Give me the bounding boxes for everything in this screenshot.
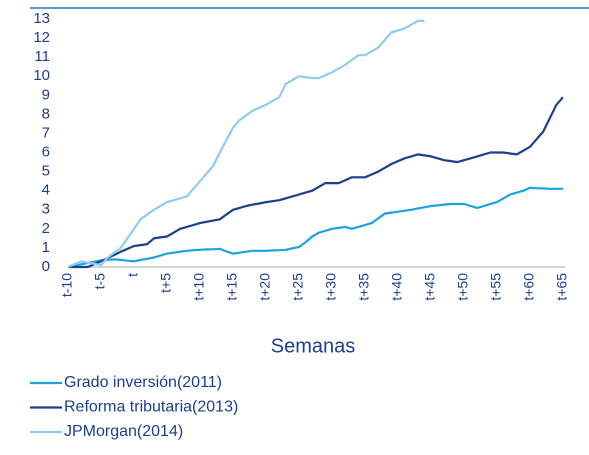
y-tick-label: 6 [42, 144, 50, 161]
y-tick-label: 0 [42, 258, 50, 275]
y-tick-label: 4 [42, 182, 50, 199]
x-tick-label: t+20 [257, 273, 273, 301]
y-tick-label: 1 [42, 239, 50, 256]
y-tick-label: 3 [42, 201, 50, 218]
y-tick-label: 5 [42, 163, 50, 180]
x-tick-label: t-10 [59, 273, 75, 297]
y-tick-label: 7 [42, 124, 50, 141]
x-tick-label: t+40 [389, 273, 405, 301]
x-tick-label: t+55 [488, 273, 504, 301]
legend-label: Grado inversión(2011) [64, 374, 222, 391]
x-axis-label: Semanas [271, 335, 356, 357]
y-tick-label: 9 [42, 86, 50, 103]
y-tick-label: 12 [33, 29, 50, 46]
y-tick-label: 10 [33, 67, 50, 84]
x-tick-label: t+30 [323, 273, 339, 301]
series-line [67, 186, 563, 269]
x-tick-label: t+65 [554, 273, 570, 301]
x-tick-label: t [125, 273, 141, 277]
x-tick-label: t+5 [158, 273, 174, 293]
x-tick-label: t+15 [224, 273, 240, 301]
x-tick-label: t-5 [92, 273, 108, 290]
legend-label: Reforma tributaria(2013) [64, 399, 238, 416]
series-line [67, 19, 425, 269]
x-tick-label: t+50 [455, 273, 471, 301]
y-tick-label: 2 [42, 220, 50, 237]
x-tick-label: t+45 [422, 273, 438, 301]
x-tick-label: t+10 [191, 273, 207, 301]
x-tick-label: t+35 [356, 273, 372, 301]
legend-label: JPMorgan(2014) [64, 423, 183, 440]
x-tick-label: t+60 [521, 273, 537, 301]
y-tick-label: 8 [42, 105, 50, 122]
y-tick-label: 13 [33, 10, 50, 27]
series-line [68, 96, 564, 269]
x-tick-label: t+25 [290, 273, 306, 301]
y-tick-label: 11 [34, 48, 50, 65]
